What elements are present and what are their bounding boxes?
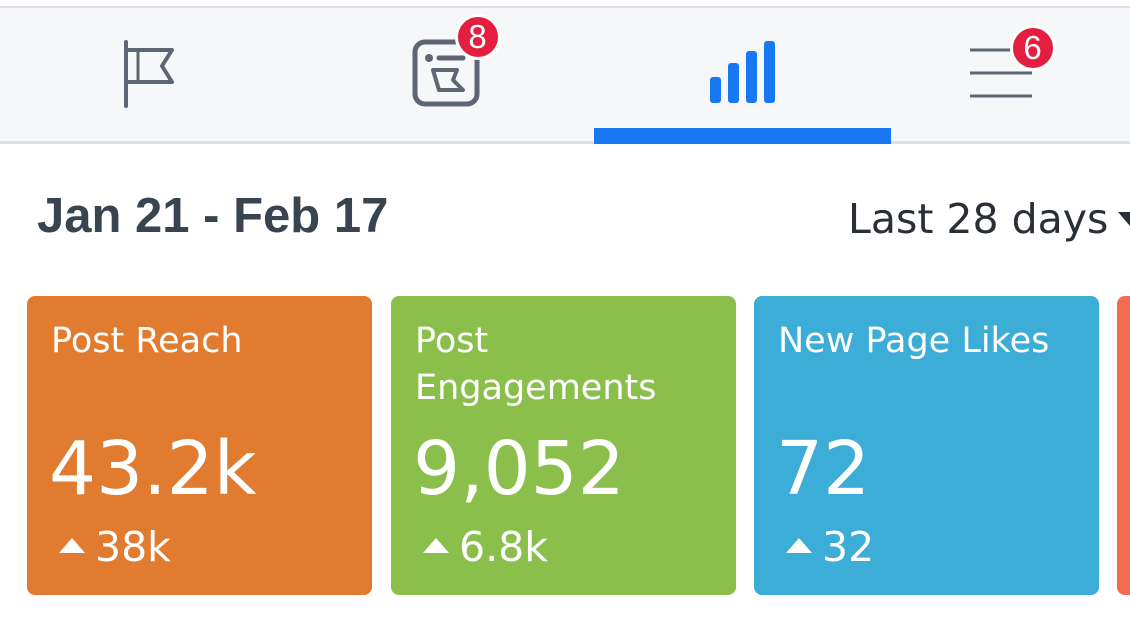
post-reach-card[interactable]: Post Reach 43.2k 38k [27,296,372,595]
arrow-up-icon [786,537,812,553]
tab-pages-feed[interactable]: 8 [297,8,594,141]
page-flag-icon: 8 [411,13,501,112]
card-delta-value: 6.8k [459,523,548,571]
card-value: 43.2k [49,426,257,512]
card-title: Post Reach [51,321,243,361]
new-page-likes-card[interactable]: New Page Likes 72 32 [754,296,1099,595]
notification-badge: 6 [1009,24,1056,71]
card-delta: 6.8k [423,520,548,574]
arrow-up-icon [423,537,449,553]
card-value: 72 [776,426,871,512]
tab-insights[interactable] [594,8,891,144]
card-delta: 38k [59,520,171,574]
date-range-title: Jan 21 - Feb 17 [37,189,389,243]
tab-bar: 8 6 [0,8,1130,144]
arrow-up-icon [59,537,85,553]
menu-icon: 6 [968,24,1056,106]
card-title: Post Engagements [415,321,657,408]
bar-chart-icon [708,40,778,109]
card-delta-value: 32 [822,523,875,571]
caret-down-icon [1118,212,1130,226]
tab-menu[interactable]: 6 [891,8,1130,141]
card-title: New Page Likes [778,321,1050,361]
period-dropdown-label: Last 28 days [848,195,1109,243]
notification-badge: 8 [454,13,501,60]
flag-icon [118,36,180,114]
active-tab-indicator [594,128,891,144]
card-value: 9,052 [413,426,625,512]
next-card-peek[interactable] [1117,296,1130,595]
card-delta: 32 [786,520,874,574]
post-engagements-card[interactable]: Post Engagements 9,052 6.8k [391,296,736,595]
tab-page[interactable] [0,8,297,141]
card-delta-value: 38k [95,523,171,571]
period-dropdown[interactable]: Last 28 days [848,190,1130,248]
status-divider [0,0,1130,8]
